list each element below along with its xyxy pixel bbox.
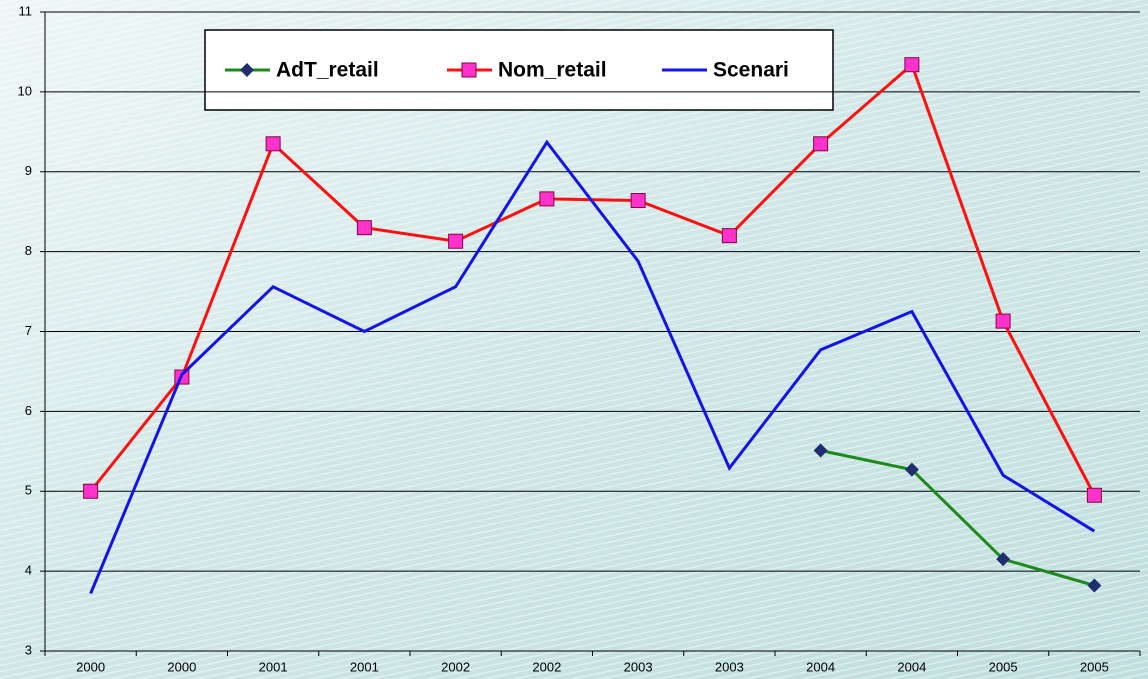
legend-box <box>204 29 834 111</box>
marker <box>240 63 254 77</box>
x-tick-label: 2001 <box>259 659 288 674</box>
legend-label: Nom_retail <box>498 59 607 82</box>
series-line <box>89 139 1096 595</box>
y-tick-label: 5 <box>25 483 32 498</box>
legend-label: Scenari <box>713 59 789 82</box>
x-tick-label: 2004 <box>897 659 926 674</box>
x-tick-label: 2005 <box>1080 659 1109 674</box>
y-tick-label: 8 <box>25 243 32 258</box>
x-tick-label: 2005 <box>989 659 1018 674</box>
x-tick-label: 2001 <box>350 659 379 674</box>
marker <box>1086 487 1102 503</box>
marker <box>813 136 829 152</box>
marker <box>448 233 464 249</box>
y-tick-label: 11 <box>19 3 33 18</box>
marker <box>356 220 372 236</box>
marker <box>461 62 477 78</box>
legend: AdT_retail Nom_retail Scenari <box>204 29 834 111</box>
marker <box>265 136 281 152</box>
marker <box>1087 578 1102 593</box>
y-tick-label: 4 <box>25 563 32 578</box>
x-tick-label: 2000 <box>76 659 105 674</box>
y-tick-label: 10 <box>18 83 32 98</box>
legend-label: AdT_retail <box>276 59 379 82</box>
marker <box>83 483 99 499</box>
marker <box>630 193 646 209</box>
x-tick-label: 2002 <box>532 659 561 674</box>
y-tick-label: 9 <box>25 163 32 178</box>
series-line <box>820 449 1095 587</box>
y-tick-label: 7 <box>25 323 32 338</box>
marker <box>995 313 1011 329</box>
y-tick-label: 6 <box>25 403 32 418</box>
marker <box>996 552 1011 567</box>
x-tick-label: 2003 <box>624 659 653 674</box>
x-tick-label: 2004 <box>806 659 835 674</box>
marker <box>721 228 737 244</box>
marker <box>539 191 555 207</box>
x-tick-label: 2003 <box>715 659 744 674</box>
marker <box>904 57 920 73</box>
x-tick-label: 2002 <box>441 659 470 674</box>
marker <box>813 443 828 458</box>
y-tick-label: 3 <box>25 642 32 657</box>
marker <box>904 462 919 477</box>
x-tick-label: 2000 <box>167 659 196 674</box>
